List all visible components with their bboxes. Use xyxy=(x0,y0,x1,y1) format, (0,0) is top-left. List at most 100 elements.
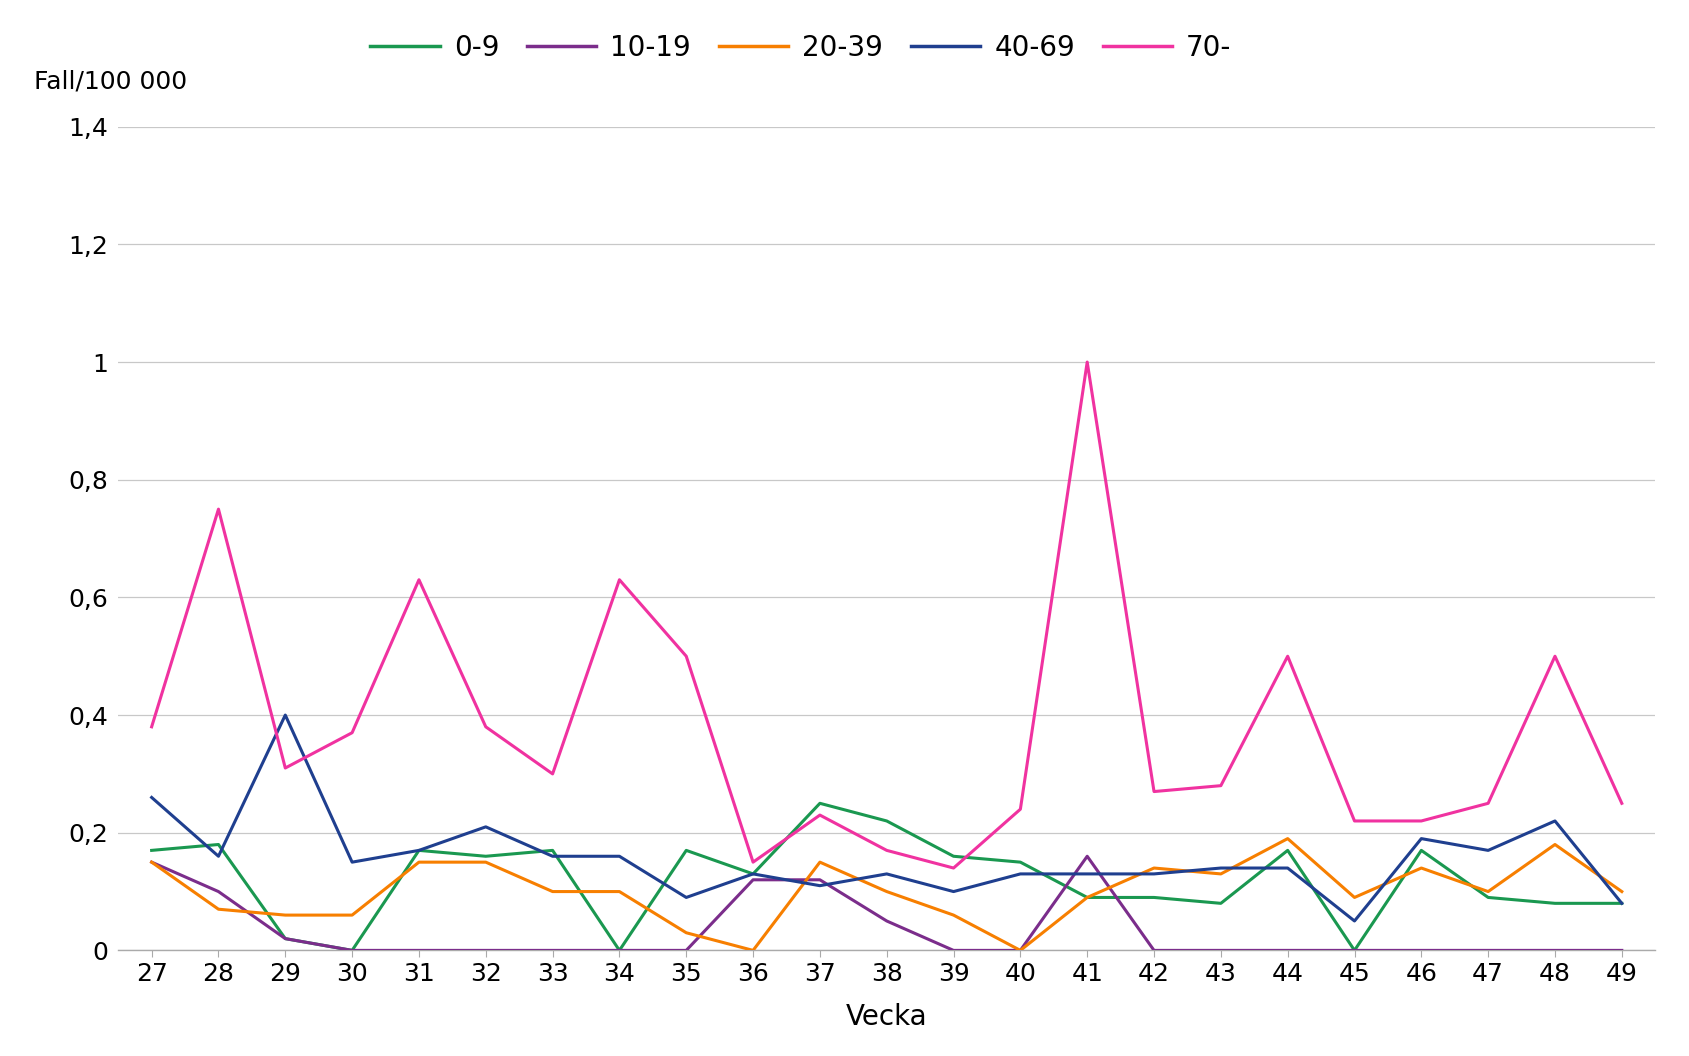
10-19 xyxy=(1344,944,1365,957)
Line: 40-69: 40-69 xyxy=(152,715,1621,921)
40-69 xyxy=(1344,914,1365,927)
40-69 xyxy=(142,791,162,804)
70- xyxy=(341,727,361,739)
0-9 xyxy=(1545,897,1566,909)
0-9 xyxy=(1277,844,1297,856)
20-39 xyxy=(1545,838,1566,851)
20-39 xyxy=(1078,891,1098,904)
40-69 xyxy=(1211,862,1231,874)
0-9 xyxy=(877,814,897,827)
Line: 70-: 70- xyxy=(152,362,1621,868)
70- xyxy=(743,855,763,868)
10-19 xyxy=(142,855,162,868)
0-9 xyxy=(1078,891,1098,904)
0-9 xyxy=(409,844,429,856)
70- xyxy=(1412,814,1432,827)
0-9 xyxy=(1211,897,1231,909)
40-69 xyxy=(275,709,296,721)
40-69 xyxy=(341,855,361,868)
10-19 xyxy=(877,914,897,927)
10-19 xyxy=(1010,944,1030,957)
70- xyxy=(877,844,897,856)
40-69 xyxy=(409,844,429,856)
20-39 xyxy=(341,909,361,922)
40-69 xyxy=(1010,868,1030,881)
40-69 xyxy=(1143,868,1164,881)
0-9 xyxy=(1412,844,1432,856)
0-9 xyxy=(1143,891,1164,904)
20-39 xyxy=(1611,885,1632,898)
0-9 xyxy=(1611,897,1632,909)
0-9 xyxy=(341,944,361,957)
40-69 xyxy=(610,850,630,863)
Line: 10-19: 10-19 xyxy=(152,856,1621,950)
20-39 xyxy=(610,885,630,898)
40-69 xyxy=(1078,868,1098,881)
0-9 xyxy=(743,868,763,881)
10-19 xyxy=(743,873,763,886)
10-19 xyxy=(1143,944,1164,957)
20-39 xyxy=(676,926,696,939)
40-69 xyxy=(676,891,696,904)
70- xyxy=(1344,814,1365,827)
10-19 xyxy=(610,944,630,957)
70- xyxy=(1545,649,1566,662)
20-39 xyxy=(142,855,162,868)
70- xyxy=(542,768,562,780)
10-19 xyxy=(341,944,361,957)
10-19 xyxy=(208,885,228,898)
70- xyxy=(1611,797,1632,810)
20-39 xyxy=(1143,862,1164,874)
40-69 xyxy=(1611,897,1632,909)
0-9 xyxy=(944,850,964,863)
0-9 xyxy=(476,850,497,863)
10-19 xyxy=(1545,944,1566,957)
70- xyxy=(476,720,497,733)
10-19 xyxy=(476,944,497,957)
0-9 xyxy=(142,844,162,856)
40-69 xyxy=(1412,832,1432,845)
0-9 xyxy=(275,932,296,945)
10-19 xyxy=(1211,944,1231,957)
X-axis label: Vecka: Vecka xyxy=(846,1003,927,1031)
10-19 xyxy=(1611,944,1632,957)
20-39 xyxy=(542,885,562,898)
70- xyxy=(1478,797,1498,810)
20-39 xyxy=(1344,891,1365,904)
70- xyxy=(1211,779,1231,792)
10-19 xyxy=(1078,850,1098,863)
0-9 xyxy=(542,844,562,856)
10-19 xyxy=(1412,944,1432,957)
10-19 xyxy=(1478,944,1498,957)
Text: Fall/100 000: Fall/100 000 xyxy=(34,70,187,94)
70- xyxy=(1010,803,1030,815)
10-19 xyxy=(944,944,964,957)
10-19 xyxy=(275,932,296,945)
40-69 xyxy=(1478,844,1498,856)
10-19 xyxy=(542,944,562,957)
40-69 xyxy=(476,821,497,833)
0-9 xyxy=(676,844,696,856)
20-39 xyxy=(743,944,763,957)
0-9 xyxy=(809,797,829,810)
20-39 xyxy=(944,909,964,922)
20-39 xyxy=(275,909,296,922)
20-39 xyxy=(476,855,497,868)
20-39 xyxy=(1211,868,1231,881)
20-39 xyxy=(809,855,829,868)
10-19 xyxy=(676,944,696,957)
70- xyxy=(944,862,964,874)
40-69 xyxy=(944,885,964,898)
0-9 xyxy=(208,838,228,851)
40-69 xyxy=(1545,814,1566,827)
40-69 xyxy=(542,850,562,863)
20-39 xyxy=(208,903,228,916)
70- xyxy=(275,761,296,774)
Line: 20-39: 20-39 xyxy=(152,838,1621,950)
70- xyxy=(1143,786,1164,798)
70- xyxy=(142,720,162,733)
Line: 0-9: 0-9 xyxy=(152,804,1621,950)
40-69 xyxy=(208,850,228,863)
0-9 xyxy=(1010,855,1030,868)
70- xyxy=(809,809,829,822)
